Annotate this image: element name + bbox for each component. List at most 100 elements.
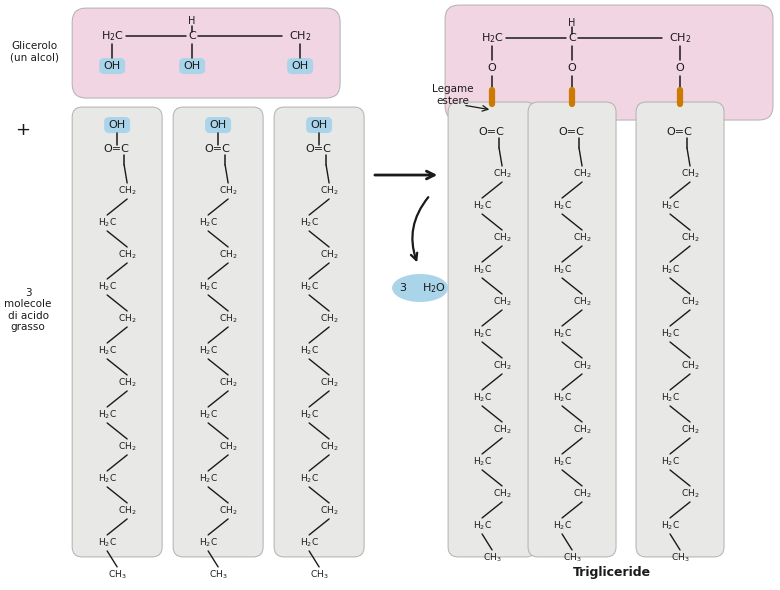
Text: CH$_2$: CH$_2$ <box>289 29 311 43</box>
Text: O: O <box>675 63 684 73</box>
Text: H$_2$C: H$_2$C <box>552 327 572 340</box>
FancyBboxPatch shape <box>287 58 313 74</box>
Text: CH$_2$: CH$_2$ <box>681 424 700 436</box>
Text: CH$_2$: CH$_2$ <box>493 360 512 372</box>
Text: O=C: O=C <box>478 127 504 137</box>
Text: CH$_2$: CH$_2$ <box>573 488 591 500</box>
Text: Legame
estere: Legame estere <box>432 84 473 106</box>
Text: CH$_2$: CH$_2$ <box>219 441 237 453</box>
Text: H$_2$C: H$_2$C <box>552 200 572 212</box>
Text: H$_2$C: H$_2$C <box>661 392 679 404</box>
Text: CH$_3$: CH$_3$ <box>562 552 581 564</box>
Text: Trigliceride: Trigliceride <box>573 566 651 579</box>
Text: H$_2$C: H$_2$C <box>98 537 117 549</box>
Text: CH$_2$: CH$_2$ <box>320 441 339 453</box>
Text: O: O <box>488 63 496 73</box>
Text: C: C <box>568 33 576 43</box>
FancyBboxPatch shape <box>173 107 263 557</box>
Text: H$_2$C: H$_2$C <box>473 200 491 212</box>
Text: CH$_2$: CH$_2$ <box>681 488 700 500</box>
Text: H$_2$C: H$_2$C <box>552 520 572 532</box>
Text: O=C: O=C <box>666 127 692 137</box>
Text: O=C: O=C <box>558 127 584 137</box>
FancyBboxPatch shape <box>73 107 162 557</box>
Text: H$_2$C: H$_2$C <box>199 281 218 293</box>
Text: H$_2$C: H$_2$C <box>661 264 679 276</box>
Text: CH$_2$: CH$_2$ <box>118 313 136 325</box>
Text: CH$_2$: CH$_2$ <box>118 185 136 197</box>
Text: CH$_2$: CH$_2$ <box>219 504 237 517</box>
Text: CH$_3$: CH$_3$ <box>108 569 126 581</box>
Text: H: H <box>569 18 576 28</box>
Text: CH$_2$: CH$_2$ <box>219 249 237 261</box>
Text: OH: OH <box>210 120 227 130</box>
Text: H$_2$C: H$_2$C <box>300 537 318 549</box>
FancyBboxPatch shape <box>448 102 536 557</box>
Text: OH: OH <box>310 120 328 130</box>
Text: H$_2$C: H$_2$C <box>300 345 318 357</box>
Text: H$_2$C: H$_2$C <box>552 392 572 404</box>
Text: H$_2$C: H$_2$C <box>473 455 491 468</box>
Text: 3: 3 <box>399 283 406 293</box>
Text: H$_2$C: H$_2$C <box>552 455 572 468</box>
Text: CH$_2$: CH$_2$ <box>681 168 700 181</box>
Text: OH: OH <box>108 120 126 130</box>
Text: CH$_2$: CH$_2$ <box>493 424 512 436</box>
Text: CH$_2$: CH$_2$ <box>320 377 339 389</box>
Text: CH$_2$: CH$_2$ <box>320 504 339 517</box>
Text: CH$_2$: CH$_2$ <box>681 296 700 308</box>
FancyBboxPatch shape <box>306 117 332 133</box>
Text: H$_2$C: H$_2$C <box>98 281 117 293</box>
Text: CH$_2$: CH$_2$ <box>493 232 512 244</box>
Text: CH$_2$: CH$_2$ <box>320 249 339 261</box>
Text: OH: OH <box>292 61 309 71</box>
Text: CH$_2$: CH$_2$ <box>118 504 136 517</box>
Text: C: C <box>188 31 196 41</box>
Text: +: + <box>15 121 30 139</box>
Text: CH$_2$: CH$_2$ <box>118 441 136 453</box>
Text: CH$_2$: CH$_2$ <box>320 313 339 325</box>
Text: CH$_2$: CH$_2$ <box>668 31 691 45</box>
Text: CH$_2$: CH$_2$ <box>573 360 591 372</box>
Text: CH$_2$: CH$_2$ <box>320 185 339 197</box>
FancyBboxPatch shape <box>179 58 205 74</box>
Text: CH$_2$: CH$_2$ <box>493 488 512 500</box>
Text: CH$_3$: CH$_3$ <box>310 569 328 581</box>
Text: H$_2$C: H$_2$C <box>300 281 318 293</box>
Text: O: O <box>568 63 576 73</box>
Text: CH$_2$: CH$_2$ <box>681 232 700 244</box>
Text: H$_2$C: H$_2$C <box>661 455 679 468</box>
Text: H$_2$C: H$_2$C <box>199 409 218 421</box>
Text: O=C: O=C <box>103 144 129 154</box>
Text: OH: OH <box>183 61 200 71</box>
Text: CH$_2$: CH$_2$ <box>118 249 136 261</box>
FancyBboxPatch shape <box>636 102 724 557</box>
Text: CH$_2$: CH$_2$ <box>219 185 237 197</box>
Text: H$_2$C: H$_2$C <box>98 409 117 421</box>
Text: H: H <box>189 16 196 26</box>
Text: CH$_3$: CH$_3$ <box>671 552 690 564</box>
Text: H$_2$C: H$_2$C <box>98 345 117 357</box>
Text: H$_2$O: H$_2$O <box>422 281 446 295</box>
FancyBboxPatch shape <box>99 58 125 74</box>
Text: H$_2$C: H$_2$C <box>199 537 218 549</box>
Text: H$_2$C: H$_2$C <box>101 29 123 43</box>
Text: H$_2$C: H$_2$C <box>661 327 679 340</box>
Text: H$_2$C: H$_2$C <box>300 409 318 421</box>
Text: CH$_2$: CH$_2$ <box>681 360 700 372</box>
Text: CH$_2$: CH$_2$ <box>493 296 512 308</box>
Text: CH$_2$: CH$_2$ <box>573 424 591 436</box>
Text: CH$_2$: CH$_2$ <box>573 168 591 181</box>
FancyBboxPatch shape <box>205 117 231 133</box>
Text: H$_2$C: H$_2$C <box>473 264 491 276</box>
Ellipse shape <box>392 274 448 302</box>
Text: H$_2$C: H$_2$C <box>98 217 117 230</box>
Text: OH: OH <box>104 61 121 71</box>
Text: H$_2$C: H$_2$C <box>300 217 318 230</box>
FancyBboxPatch shape <box>73 8 340 98</box>
Text: H$_2$C: H$_2$C <box>473 392 491 404</box>
Text: O=C: O=C <box>204 144 230 154</box>
Text: H$_2$C: H$_2$C <box>98 473 117 485</box>
Text: Glicerolo
(un alcol): Glicerolo (un alcol) <box>9 41 58 63</box>
Text: H$_2$C: H$_2$C <box>199 217 218 230</box>
